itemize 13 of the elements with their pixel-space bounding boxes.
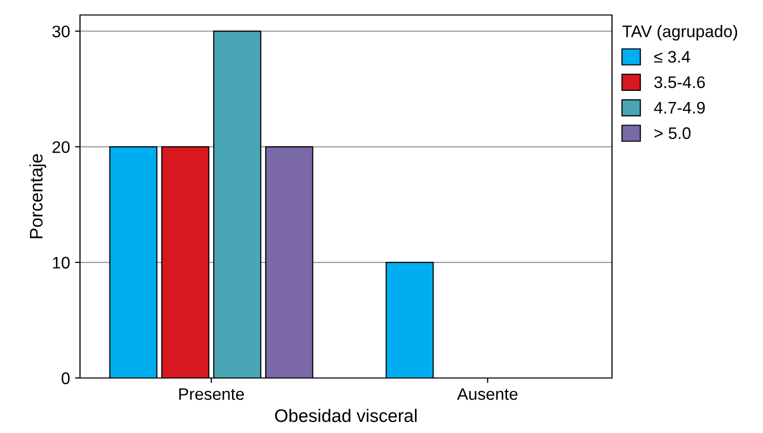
- x-axis-title: Obesidad visceral: [275, 408, 417, 422]
- y-tick-label: 0: [62, 372, 70, 384]
- legend-label: 4.7-4.9: [654, 102, 705, 114]
- legend-label: > 5.0: [654, 127, 691, 140]
- legend-label: ≤ 3.4: [654, 50, 690, 63]
- y-axis-title: Porcentaje: [29, 154, 46, 238]
- x-tick-label: Ausente: [457, 388, 518, 400]
- y-tick-label: 20: [52, 141, 70, 153]
- y-tick-label: 10: [53, 256, 70, 269]
- legend-title: TAV (agrupado): [622, 25, 738, 41]
- legend-label: 3.5-4.6: [654, 76, 705, 88]
- x-tick-label: Presente: [179, 388, 244, 400]
- y-tick-label: 30: [52, 26, 70, 38]
